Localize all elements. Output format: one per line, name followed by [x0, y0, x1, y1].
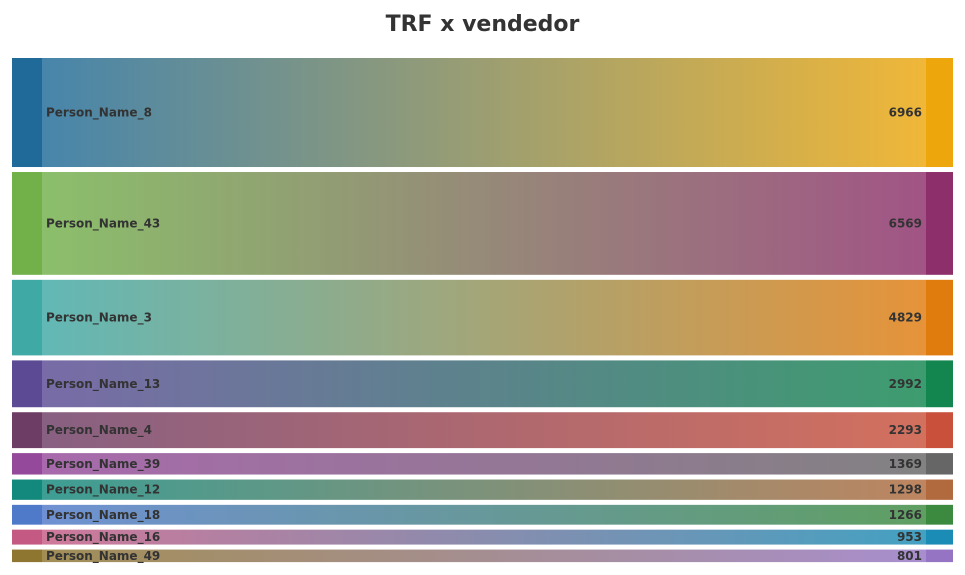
category-label: Person_Name_13: [46, 377, 160, 392]
flow-band: [42, 529, 926, 545]
value-label: 4829: [889, 311, 922, 325]
band-person-name-4[interactable]: Person_Name_4 2293: [12, 412, 953, 449]
source-node: [12, 549, 42, 563]
source-node: [12, 453, 42, 475]
flow-band: [42, 549, 926, 563]
band-person-name-16[interactable]: Person_Name_16 953: [12, 529, 953, 545]
band-person-name-12[interactable]: Person_Name_12 1298: [12, 479, 953, 500]
category-label: Person_Name_49: [46, 549, 160, 564]
value-label: 801: [897, 549, 922, 563]
chart-title: TRF x vendedor: [385, 12, 580, 37]
flow-band: [42, 412, 926, 449]
value-label: 6569: [889, 216, 922, 230]
value-label: 953: [897, 530, 922, 544]
target-node: [926, 412, 953, 449]
source-node: [12, 479, 42, 500]
value-label: 6966: [889, 106, 922, 120]
flow-band: [42, 279, 926, 356]
target-node: [926, 504, 953, 525]
band-person-name-13[interactable]: Person_Name_13 2992: [12, 360, 953, 408]
target-node: [926, 453, 953, 475]
band-person-name-49[interactable]: Person_Name_49 801: [12, 549, 953, 564]
target-node: [926, 529, 953, 545]
source-node: [12, 279, 42, 356]
category-label: Person_Name_3: [46, 311, 152, 326]
category-label: Person_Name_39: [46, 457, 160, 472]
category-label: Person_Name_43: [46, 216, 160, 231]
source-node: [12, 360, 42, 408]
flow-band: [42, 504, 926, 525]
value-label: 2992: [889, 377, 922, 391]
source-node: [12, 58, 42, 168]
band-person-name-8[interactable]: Person_Name_8 6966: [12, 58, 953, 168]
target-node: [926, 360, 953, 408]
category-label: Person_Name_4: [46, 423, 152, 438]
category-label: Person_Name_8: [46, 106, 152, 121]
band-person-name-43[interactable]: Person_Name_43 6569: [12, 172, 953, 275]
category-label: Person_Name_18: [46, 508, 160, 523]
band-person-name-3[interactable]: Person_Name_3 4829: [12, 279, 953, 356]
band-person-name-39[interactable]: Person_Name_39 1369: [12, 453, 953, 475]
target-node: [926, 172, 953, 275]
category-label: Person_Name_16: [46, 530, 160, 545]
target-node: [926, 549, 953, 563]
value-label: 1266: [889, 508, 922, 522]
source-node: [12, 504, 42, 525]
flow-band: [42, 479, 926, 500]
value-label: 1298: [889, 483, 922, 497]
source-node: [12, 529, 42, 545]
flow-band: [42, 172, 926, 275]
target-node: [926, 279, 953, 356]
source-node: [12, 172, 42, 275]
value-label: 1369: [889, 457, 922, 471]
target-node: [926, 479, 953, 500]
band-person-name-18[interactable]: Person_Name_18 1266: [12, 504, 953, 525]
flow-band: [42, 453, 926, 475]
value-label: 2293: [889, 423, 922, 437]
source-node: [12, 412, 42, 449]
category-label: Person_Name_12: [46, 483, 160, 498]
flow-band: [42, 360, 926, 408]
flow-band: [42, 58, 926, 168]
target-node: [926, 58, 953, 168]
